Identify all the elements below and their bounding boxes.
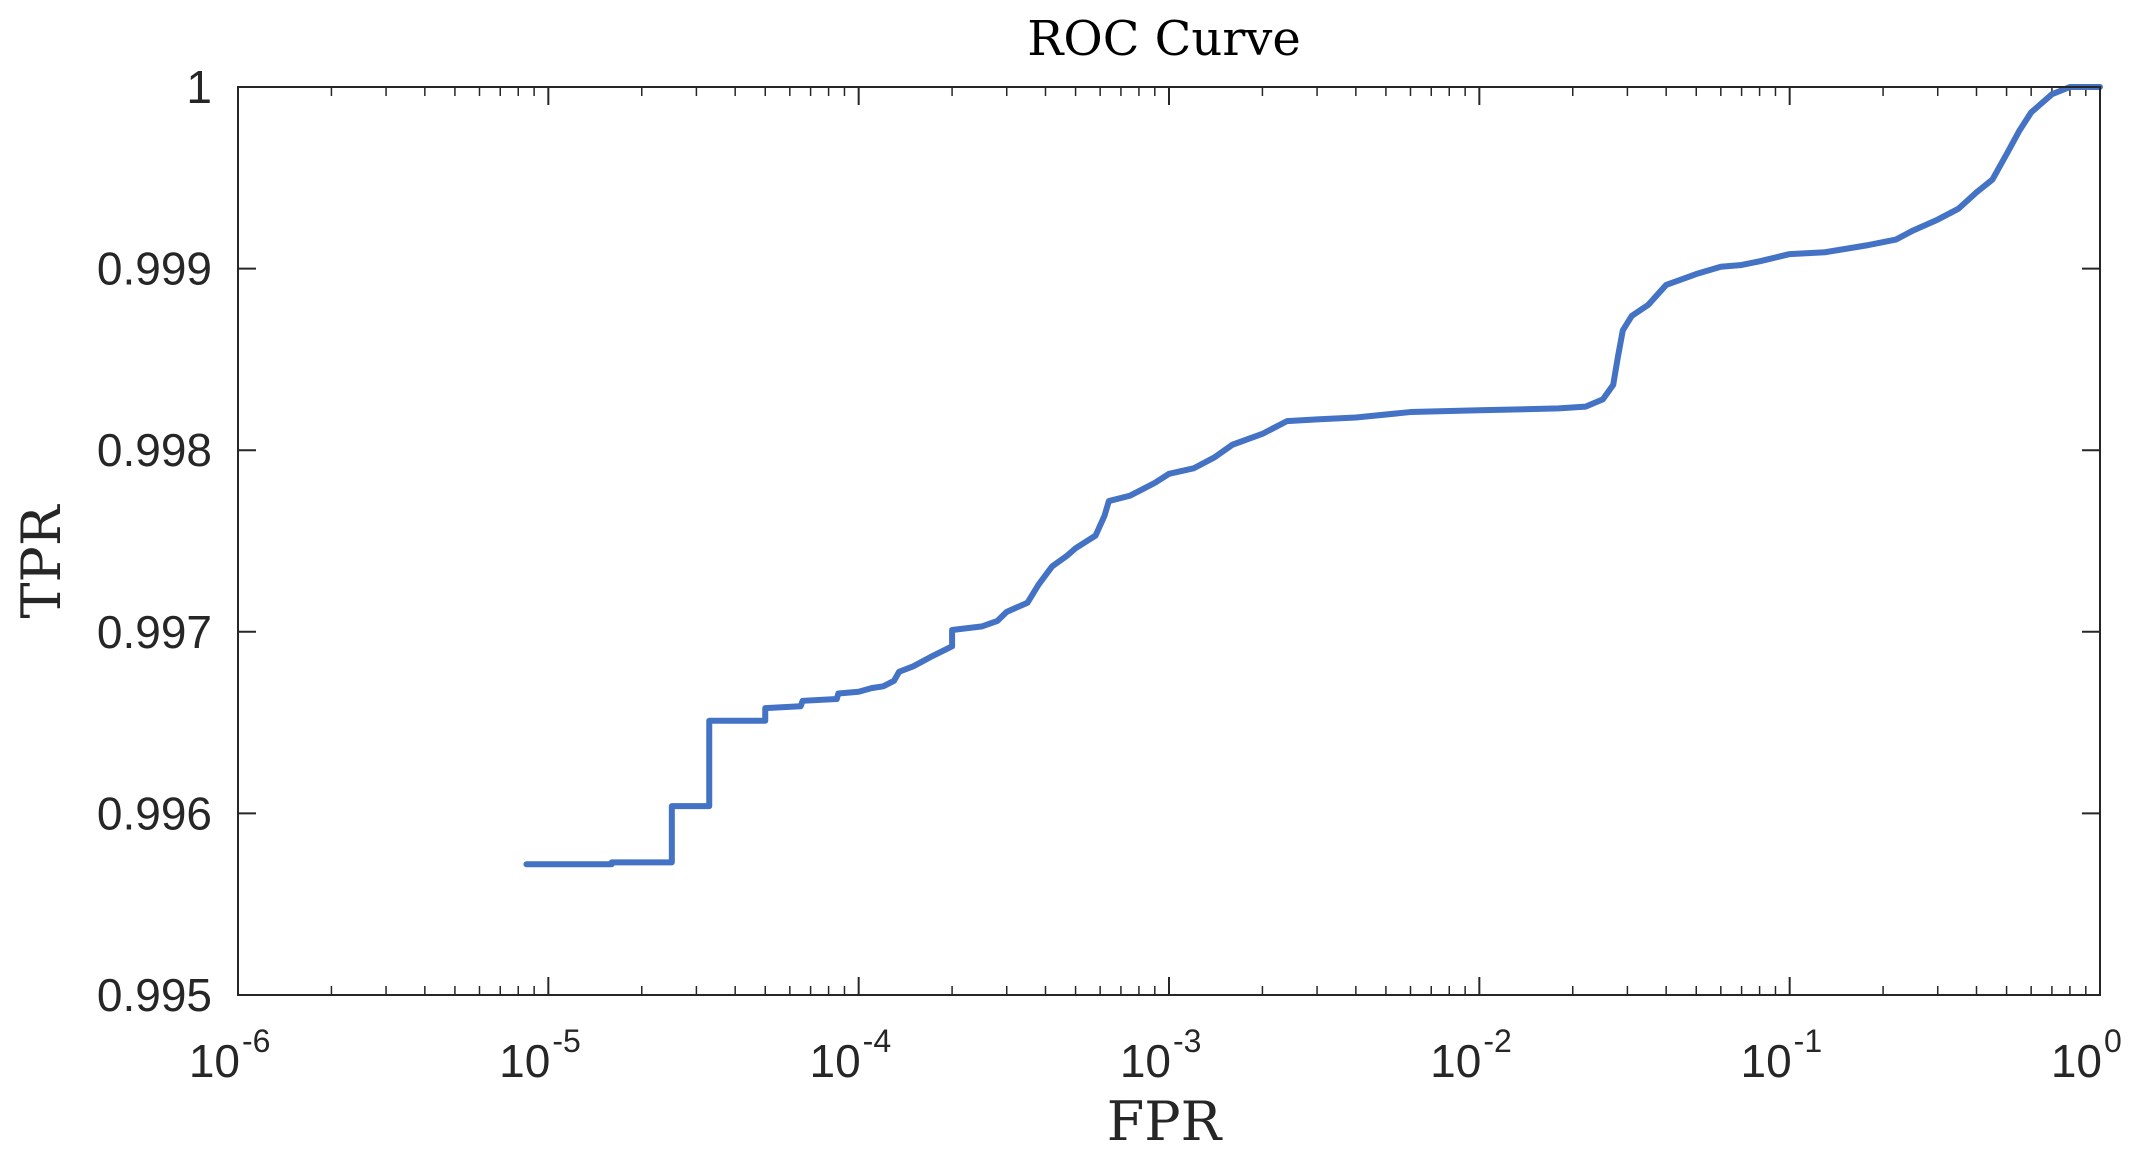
x-tick-exponent: 0 [2104,1023,2122,1059]
y-tick-label: 0.997 [97,606,212,658]
x-axis-label: FPR [1107,1090,1223,1153]
y-tick-label: 1 [186,61,212,113]
y-axis-label: TPR [10,504,73,618]
x-tick-label: 10 -4 [809,1023,891,1087]
x-tick-exponent: -4 [863,1023,891,1059]
plot-area [523,84,2103,868]
roc-series-line [523,84,2103,868]
x-tick-exponent: -5 [552,1023,580,1059]
y-tick-labels: 0.995 0.996 0.997 0.998 0.999 1 [97,61,212,1021]
x-tick-base: 10 [1120,1035,1171,1087]
x-tick-base: 10 [189,1035,240,1087]
x-tick-label: 10 0 [2051,1023,2122,1087]
x-tick-exponent: -2 [1483,1023,1511,1059]
axes-box [237,86,2101,996]
x-tick-base: 10 [1430,1035,1481,1087]
x-tick-label: 10 -1 [1740,1023,1822,1087]
x-tick-base: 10 [2051,1035,2102,1087]
y-tick-label: 0.995 [97,969,212,1021]
x-tick-base: 10 [809,1035,860,1087]
x-tick-base: 10 [1740,1035,1791,1087]
x-tick-labels: 10 -6 10 -5 10 -4 10 -3 10 -2 10 -1 10 0 [189,1023,2122,1087]
tick-marks [237,86,2101,996]
y-tick-label: 0.999 [97,243,212,295]
x-tick-exponent: -3 [1173,1023,1201,1059]
x-tick-exponent: -6 [242,1023,270,1059]
x-tick-label: 10 -2 [1430,1023,1512,1087]
y-tick-label: 0.998 [97,424,212,476]
x-tick-label: 10 -3 [1120,1023,1202,1087]
chart-title: ROC Curve [1027,11,1301,67]
x-tick-label: 10 -5 [499,1023,581,1087]
y-tick-label: 0.996 [97,787,212,839]
x-tick-label: 10 -6 [189,1023,271,1087]
x-tick-exponent: -1 [1794,1023,1822,1059]
x-tick-base: 10 [499,1035,550,1087]
